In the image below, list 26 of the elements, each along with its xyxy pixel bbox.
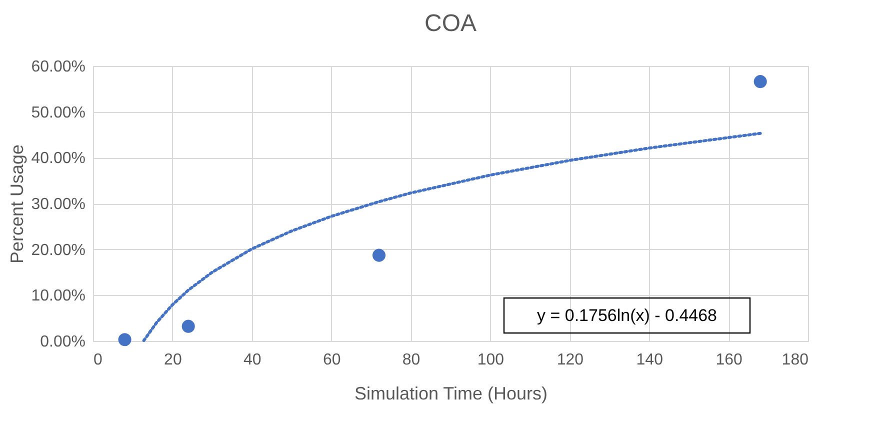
x-tick-label: 80 [402,352,420,368]
y-tick-label: 0.00% [40,334,86,350]
chart-title: COA [424,10,477,37]
y-tick-label: 30.00% [31,196,86,213]
x-tick-label: 160 [716,352,742,368]
line-series [142,132,762,342]
x-tick-label: 0 [94,352,102,368]
x-tick-label: 100 [477,352,504,368]
y-tick-label: 50.00% [31,104,86,122]
point [372,248,386,262]
x-tick-label: 40 [243,352,262,368]
point [118,333,132,346]
y-tick-label: 60.00% [31,58,86,76]
y-axis-title: Percent Usage [7,144,28,264]
x-axis-title: Simulation Time (Hours) [354,384,548,404]
y-tick-label: 10.00% [31,288,86,305]
y-tick-label: 40.00% [31,150,86,168]
x-tick-label: 140 [636,352,664,368]
annotation: y = 0.1756ln(x) - 0.4468 [536,306,718,325]
x-tick-label: 60 [322,352,341,368]
point [182,320,195,333]
point [754,75,767,88]
x-tick-label: 120 [556,352,584,368]
x-tick-label: 20 [164,352,182,368]
y-tick-label: 20.00% [31,242,86,259]
x-tick-label: 180 [782,352,809,368]
